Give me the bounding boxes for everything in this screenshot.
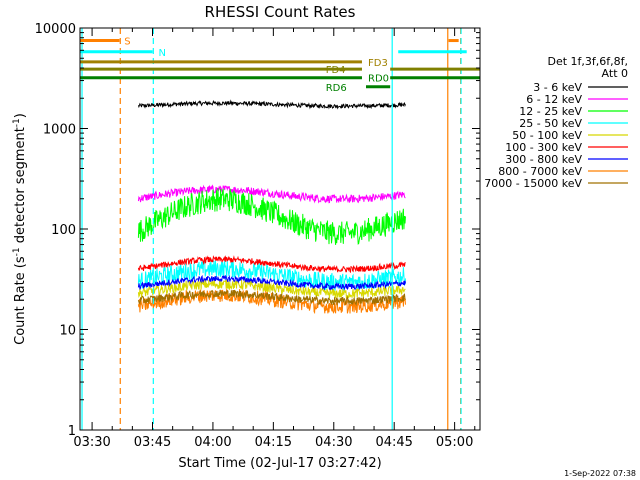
flag-label-s: S bbox=[124, 37, 130, 48]
flag-label-n: N bbox=[159, 48, 166, 59]
legend-label-7: 800 - 7000 keV bbox=[498, 165, 582, 178]
series-line-8 bbox=[137, 289, 406, 307]
flag-label-rd6: RD6 bbox=[326, 83, 347, 94]
legend-label-1: 6 - 12 keV bbox=[526, 93, 582, 106]
series-line-5 bbox=[137, 255, 406, 274]
legend-label-6: 300 - 800 keV bbox=[505, 153, 582, 166]
x-tick-label-0: 03:30 bbox=[73, 435, 110, 450]
series-line-0 bbox=[137, 99, 406, 110]
x-tick-label-1: 03:45 bbox=[134, 435, 171, 450]
series-line-2 bbox=[137, 188, 406, 245]
chart-title: RHESSI Count Rates bbox=[205, 3, 356, 21]
y-axis-label: Count Rate (s-1 detector segment-1) bbox=[12, 113, 28, 345]
x-tick-label-5: 04:45 bbox=[375, 435, 412, 450]
legend-label-3: 25 - 50 keV bbox=[519, 117, 582, 130]
data-layer bbox=[137, 99, 406, 315]
legend-title-line1: Det 1f,3f,6f,8f, bbox=[547, 55, 628, 68]
legend-label-8: 7000 - 15000 keV bbox=[484, 177, 582, 190]
flag-label-fd4: FD4 bbox=[326, 65, 346, 76]
legend-label-0: 3 - 6 keV bbox=[533, 81, 582, 94]
series-line-4 bbox=[137, 279, 406, 299]
legend-label-2: 12 - 25 keV bbox=[519, 105, 582, 118]
x-tick-label-4: 04:30 bbox=[315, 435, 352, 450]
series-line-6 bbox=[137, 274, 406, 291]
y-tick-label-2: 100 bbox=[51, 223, 76, 238]
x-tick-label-2: 04:00 bbox=[194, 435, 231, 450]
legend-label-4: 50 - 100 keV bbox=[512, 129, 582, 142]
legend-label-5: 100 - 300 keV bbox=[505, 141, 582, 154]
x-tick-label-6: 05:00 bbox=[436, 435, 473, 450]
legend-title-line2: Att 0 bbox=[602, 67, 628, 80]
footer-timestamp: 1-Sep-2022 07:38 bbox=[564, 469, 636, 478]
x-axis-label: Start Time (02-Jul-17 03:27:42) bbox=[178, 456, 381, 471]
flag-label-fd3: FD3 bbox=[368, 58, 388, 69]
y-tick-label-3: 1000 bbox=[43, 123, 76, 138]
axes-layer: 03:30 03:45 04:00 04:15 04:30 04:45 05:00 1 10 10… bbox=[35, 22, 480, 450]
y-tick-label-4: 10000 bbox=[35, 22, 76, 37]
x-tick-label-3: 04:15 bbox=[255, 435, 292, 450]
flag-label-rd0: RD0 bbox=[368, 74, 389, 85]
flags-layer: S N FD3 FD4 RD0 RD6 bbox=[80, 28, 480, 430]
y-tick-label-1: 10 bbox=[59, 324, 76, 339]
series-line-1 bbox=[137, 184, 406, 204]
y-tick-label-0: 1 bbox=[68, 424, 76, 439]
